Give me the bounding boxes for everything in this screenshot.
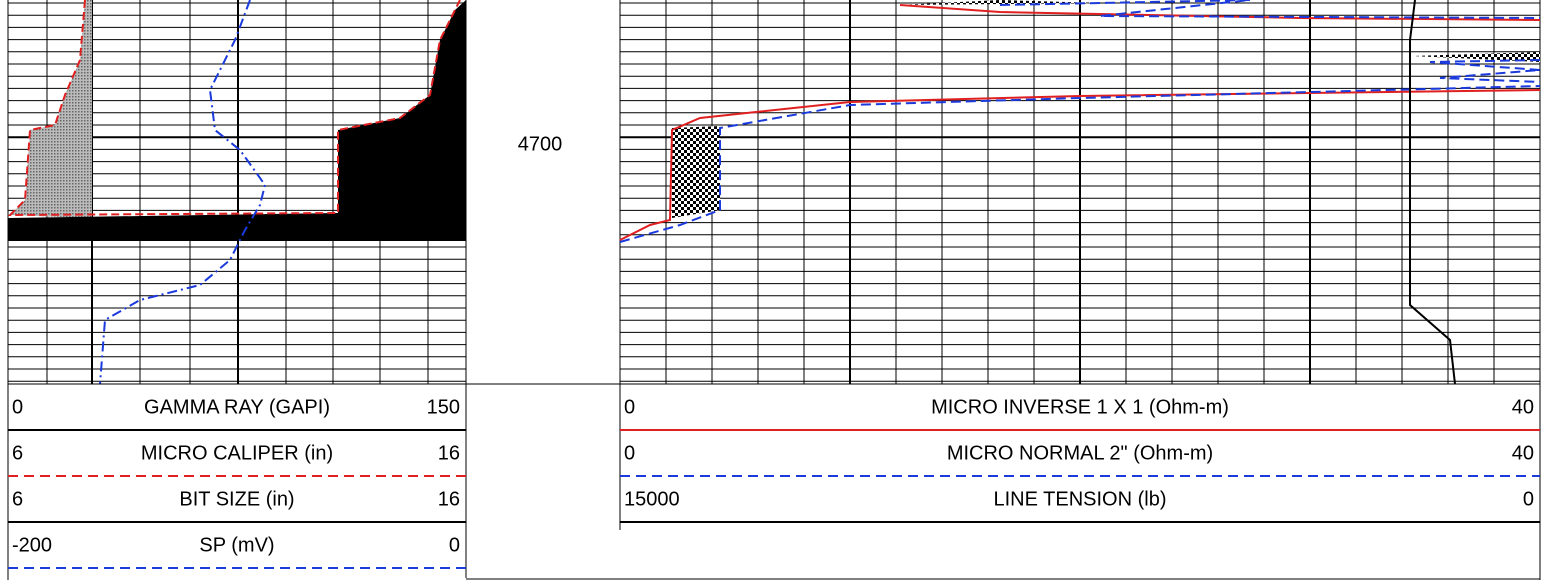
- scale-min: 0: [12, 396, 23, 418]
- scale-max: 0: [449, 534, 460, 556]
- scale-min: -200: [12, 534, 52, 556]
- curve-name: SP (mV): [199, 534, 274, 556]
- micro-inverse-curve-top: [899, 4, 1541, 21]
- bit-caliper-fill: [8, 0, 466, 241]
- scale-min: 0: [624, 442, 635, 464]
- resistivity-fill-right: [1412, 52, 1540, 62]
- scale-max: 16: [438, 442, 460, 464]
- scale-min: 6: [12, 488, 23, 510]
- gamma-fill: [10, 0, 92, 218]
- scale-min: 15000: [624, 488, 680, 510]
- resistivity-fill-top: [900, 0, 1100, 5]
- curve-name: LINE TENSION (lb): [994, 488, 1167, 510]
- scale-min: 0: [624, 396, 635, 418]
- micro-normal-curve-right: [1429, 59, 1541, 83]
- micro-normal-curve-top: [999, 0, 1541, 19]
- curve-name: BIT SIZE (in): [179, 488, 294, 510]
- line-tension-curve: [1409, 0, 1456, 385]
- curve-name: MICRO CALIPER (in): [141, 442, 333, 464]
- sp-curve: [99, 0, 267, 385]
- scale-max: 40: [1512, 396, 1534, 418]
- resistivity-fill: [672, 126, 720, 218]
- micro-normal-curve: [619, 85, 1541, 243]
- scale-min: 6: [12, 442, 23, 464]
- scale-max: 150: [427, 396, 460, 418]
- caliper-curve: [7, 0, 461, 217]
- curve-name: MICRO NORMAL 2" (Ohm-m): [947, 442, 1213, 464]
- curve-name: GAMMA RAY (GAPI): [144, 396, 330, 418]
- micro-inverse-curve: [619, 89, 1541, 241]
- scale-max: 40: [1512, 442, 1534, 464]
- header: 0 GAMMA RAY (GAPI) 150 6 MICRO CALIPER (in) 1…: [7, 383, 1541, 580]
- depth-label: 4700: [518, 133, 563, 155]
- scale-max: 0: [1523, 488, 1534, 510]
- grid: [7, 0, 1541, 384]
- curve-name: MICRO INVERSE 1 X 1 (Ohm-m): [931, 396, 1229, 418]
- scale-max: 16: [438, 488, 460, 510]
